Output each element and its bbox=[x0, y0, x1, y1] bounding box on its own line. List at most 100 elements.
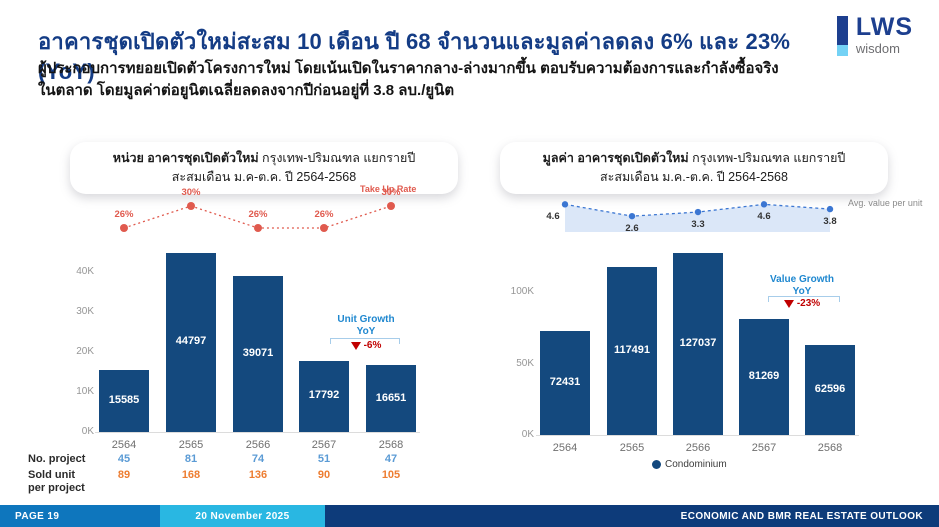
sold-unit-value: 136 bbox=[248, 469, 268, 481]
x-axis-line bbox=[536, 435, 859, 436]
x-axis-label: 2568 bbox=[817, 442, 843, 454]
growth-bracket bbox=[330, 338, 400, 344]
sold-unit-value: 105 bbox=[381, 469, 401, 481]
line-point bbox=[254, 224, 262, 232]
bar-value-label: 81269 bbox=[748, 369, 780, 382]
x-axis-label: 2565 bbox=[178, 439, 204, 451]
no-project-value: 51 bbox=[317, 453, 331, 465]
line-point bbox=[187, 202, 195, 210]
line-point bbox=[694, 208, 702, 216]
no-project-value: 45 bbox=[117, 453, 131, 465]
bar-value-label: 16651 bbox=[375, 391, 407, 404]
growth-value-text: -6% bbox=[363, 340, 382, 351]
bar-value-label: 127037 bbox=[679, 337, 717, 350]
line-point bbox=[120, 224, 128, 232]
growth-value: -6% bbox=[311, 340, 421, 351]
y-axis-label: 0K bbox=[521, 429, 534, 440]
line-point-label: 30% bbox=[381, 187, 401, 198]
page-title: อาคารชุดเปิดตัวใหม่สะสม 10 เดือน ปี 68 จ… bbox=[38, 29, 791, 84]
bar-2565 bbox=[166, 252, 216, 432]
bar-value-label: 117491 bbox=[613, 343, 651, 356]
bar-2566 bbox=[233, 275, 283, 432]
bar-value-label: 72431 bbox=[549, 376, 581, 389]
growth-value-text: -23% bbox=[796, 298, 821, 309]
chart-title-units-bold: หน่วย อาคารชุดเปิดตัวใหม่ bbox=[112, 151, 259, 165]
bar-value-label: 15585 bbox=[108, 393, 140, 406]
bar-2565 bbox=[607, 266, 657, 435]
line-point-label: 3.8 bbox=[823, 216, 837, 228]
legend-dot-icon bbox=[652, 460, 661, 469]
line-point bbox=[628, 212, 636, 220]
logo-text: LWS bbox=[855, 13, 913, 41]
line-point bbox=[320, 224, 328, 232]
x-axis-label: 2566 bbox=[685, 442, 711, 454]
y-axis-label: 10K bbox=[76, 386, 94, 397]
bar-2568 bbox=[366, 365, 416, 432]
avg-value-area bbox=[565, 204, 830, 232]
down-triangle-icon bbox=[783, 299, 794, 308]
growth-annotation-label: Value Growth bbox=[770, 274, 834, 285]
bar-2567 bbox=[739, 318, 789, 435]
bar-value-label: 62596 bbox=[814, 383, 846, 396]
no-project-value: 81 bbox=[184, 453, 198, 465]
line-point-label: 3.3 bbox=[691, 219, 705, 231]
bar-value-label: 39071 bbox=[242, 346, 274, 359]
line-point-label: 30% bbox=[181, 187, 201, 198]
no-project-value: 47 bbox=[384, 453, 398, 465]
page-subtitle: ผู้ประกอบการทยอยเปิดตัวโครงการใหม่ โดยเน… bbox=[38, 58, 838, 102]
line-point-label: 26% bbox=[314, 209, 334, 220]
x-axis-label: 2564 bbox=[552, 442, 578, 454]
logo-bar-icon bbox=[836, 16, 848, 56]
line-point bbox=[561, 201, 569, 208]
down-triangle-icon bbox=[350, 341, 361, 350]
footer-page-number: PAGE 19 bbox=[0, 505, 160, 527]
footer-bar: PAGE 19 20 November 2025 ECONOMIC AND BM… bbox=[0, 505, 939, 527]
x-axis-label: 2566 bbox=[245, 439, 271, 451]
y-axis-label: 50K bbox=[516, 357, 534, 369]
take-up-rate-line bbox=[120, 202, 395, 232]
condominium-legend: Condominium bbox=[652, 459, 727, 470]
x-axis-label: 2568 bbox=[378, 439, 404, 451]
sold-unit-value: 90 bbox=[317, 469, 331, 481]
growth-annotation-label: Unit Growth bbox=[337, 314, 395, 325]
growth-value: -23% bbox=[747, 298, 857, 309]
sold-unit-value: 168 bbox=[181, 469, 201, 481]
value-chart: 0K 50K 100K 72431 2564 117491 2565 127037 2566 81… bbox=[500, 185, 939, 485]
line-point-label: 2.6 bbox=[625, 223, 639, 235]
growth-annotation-yoy: YoY bbox=[792, 286, 812, 297]
line-point-label: 4.6 bbox=[757, 211, 771, 223]
line-name-label: Take Up Rate bbox=[360, 184, 417, 194]
avg-value-line bbox=[561, 201, 834, 232]
logo-subtext: wisdom bbox=[855, 40, 900, 56]
growth-bracket bbox=[768, 296, 840, 302]
footer-report-title: ECONOMIC AND BMR REAL ESTATE OUTLOOK bbox=[325, 505, 939, 527]
line-point-label: 4.6 bbox=[546, 211, 560, 223]
line-name-label: Avg. value per unit bbox=[848, 198, 923, 208]
y-axis-label: 0K bbox=[81, 426, 94, 437]
bar-2564 bbox=[99, 369, 149, 432]
chart-title-value-bold: มูลค่า อาคารชุดเปิดตัวใหม่ bbox=[542, 151, 689, 165]
bar-value-label: 17792 bbox=[308, 389, 340, 402]
x-axis-label: 2565 bbox=[619, 442, 645, 454]
table-row-label: Sold unit per project bbox=[28, 469, 85, 495]
chart-title-value-rest: กรุงเทพ-ปริมณฑล แยกรายปี bbox=[688, 151, 846, 165]
bar-2566 bbox=[673, 253, 723, 435]
x-axis-label: 2567 bbox=[311, 439, 337, 451]
bar-2568 bbox=[805, 345, 855, 435]
bar-2564 bbox=[540, 331, 590, 435]
x-axis-label: 2564 bbox=[111, 439, 137, 451]
line-point-label: 26% bbox=[248, 209, 268, 220]
y-axis-label: 20K bbox=[76, 346, 94, 357]
chart-title-units-line2: สะสมเดือน ม.ค-ต.ค. ปี 2564-2568 bbox=[171, 169, 357, 184]
growth-annotation-yoy: YoY bbox=[356, 326, 376, 337]
subtitle-line-1: ผู้ประกอบการทยอยเปิดตัวโครงการใหม่ โดยเน… bbox=[38, 60, 779, 77]
chart-title-value-line2: สะสมเดือน ม.ค.-ต.ค. ปี 2564-2568 bbox=[600, 169, 788, 184]
line-point-label: 26% bbox=[114, 209, 134, 220]
chart-title-units: หน่วย อาคารชุดเปิดตัวใหม่ กรุงเทพ-ปริมณฑ… bbox=[70, 142, 458, 194]
chart-title-units-rest: กรุงเทพ-ปริมณฑล แยกรายปี bbox=[258, 151, 416, 165]
sold-unit-value: 89 bbox=[117, 469, 131, 481]
footer-date: 20 November 2025 bbox=[160, 505, 325, 527]
lws-logo: LWS wisdom bbox=[836, 13, 913, 56]
subtitle-line-2: ในตลาด โดยมูลค่าต่อยูนิตเฉลี่ยลดลงจากปีก… bbox=[38, 81, 455, 99]
